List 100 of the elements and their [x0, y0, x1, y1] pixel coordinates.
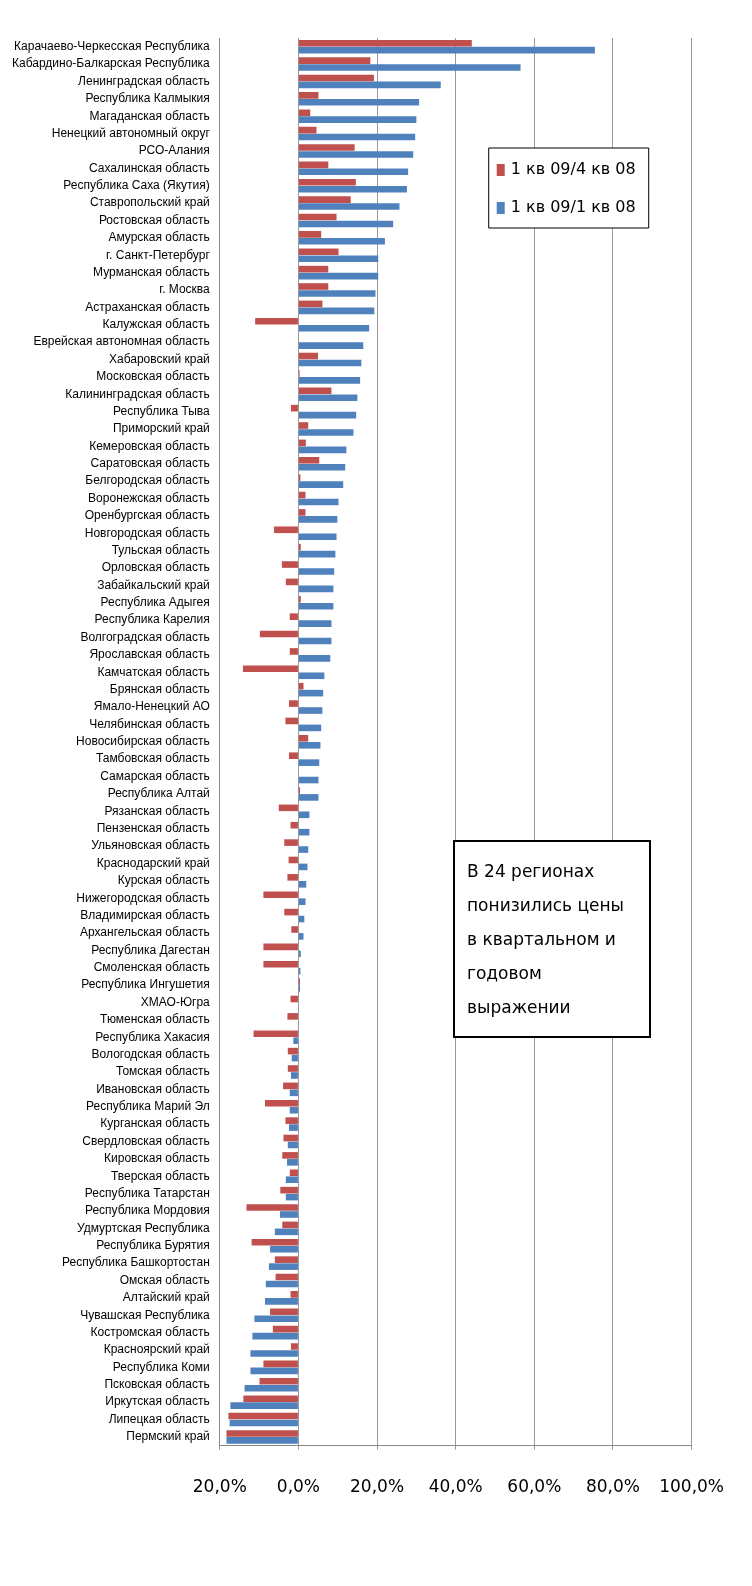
y-tick-label: Магаданская область [89, 108, 210, 123]
y-tick-label: Республика Башкортостан [62, 1255, 210, 1270]
y-tick-label: Ленинградская область [78, 73, 210, 88]
y-tick-label: Республика Тыва [113, 403, 211, 418]
bar [290, 1343, 298, 1350]
bar [243, 1395, 298, 1402]
y-tick-label: Удмуртская Республика [77, 1220, 211, 1235]
bar [298, 220, 394, 228]
bar [259, 630, 298, 638]
bar [298, 248, 339, 256]
y-tick-label: г. Санкт-Петербург [106, 247, 211, 262]
y-tick-label: Республика Ингушетия [81, 977, 210, 992]
bar [298, 933, 304, 940]
bar [298, 151, 414, 158]
bar [298, 178, 356, 186]
bar [272, 1325, 298, 1333]
bar [288, 752, 298, 759]
bar [298, 377, 361, 384]
y-tick-label: Оренбургская область [84, 508, 210, 523]
bar [298, 57, 371, 64]
bar [287, 1159, 298, 1166]
bar [298, 92, 319, 99]
y-tick-label: Республика Калмыкия [85, 91, 210, 106]
bar [298, 394, 358, 402]
y-tick-label: Ивановская область [96, 1081, 210, 1096]
bar [250, 1350, 298, 1357]
y-tick-label: Приморский край [112, 421, 210, 436]
bar [298, 185, 407, 193]
y-tick-label: г. Москва [159, 282, 211, 297]
bar [290, 821, 298, 829]
y-tick-label: Липецкая область [108, 1411, 210, 1426]
y-tick-label: Тверская область [110, 1168, 210, 1183]
bar [298, 602, 334, 610]
bar [290, 1072, 298, 1079]
bar [298, 655, 331, 662]
bar [298, 741, 321, 749]
bar [298, 133, 416, 141]
bar [298, 196, 351, 203]
bar [298, 99, 420, 106]
y-tick-label: Красноярский край [103, 1342, 210, 1357]
bar [228, 1412, 298, 1420]
bar [265, 1280, 298, 1288]
bar [298, 272, 379, 280]
bar [298, 238, 385, 245]
y-tick-label: Саратовская область [90, 456, 210, 471]
y-tick-label: Брянская область [109, 681, 210, 696]
bar [268, 1263, 298, 1270]
bar [298, 64, 521, 71]
x-tick-label: 20,0% [192, 1476, 247, 1497]
bar [298, 81, 441, 89]
bar [287, 1047, 298, 1055]
bar [287, 1013, 298, 1020]
y-tick-label: Республика Карелия [94, 612, 210, 627]
bar [283, 1134, 298, 1142]
bar [285, 1193, 298, 1201]
y-tick-label: Московская область [96, 369, 210, 384]
bar [298, 387, 332, 395]
bar [287, 1141, 298, 1149]
y-tick-label: Владимирская область [80, 907, 210, 922]
y-tick-label: Республика Татарстан [84, 1185, 210, 1200]
bar [298, 359, 362, 367]
bar [298, 74, 374, 82]
bar [246, 1204, 298, 1211]
y-tick-label: Пермский край [126, 1429, 210, 1444]
bar [288, 1124, 298, 1131]
bar [289, 1106, 298, 1114]
bar [298, 39, 472, 47]
bar [298, 290, 376, 297]
bar [298, 682, 304, 690]
bar [242, 665, 298, 673]
y-tick-label: Смоленская область [93, 960, 210, 975]
bar [298, 620, 332, 627]
bar [285, 578, 298, 586]
bar [298, 463, 346, 471]
bar [282, 1221, 298, 1229]
bar [298, 342, 364, 349]
y-tick-label: Алтайский край [122, 1290, 210, 1305]
y-tick-label: Псковская область [104, 1377, 210, 1392]
bar [282, 1152, 298, 1159]
bar [298, 109, 311, 117]
bar [298, 429, 354, 436]
y-tick-label: Республика Бурятия [96, 1238, 210, 1253]
bar [298, 168, 409, 176]
bar [255, 317, 298, 325]
x-tick-label: 0,0% [276, 1476, 321, 1497]
y-tick-label: Республика Марий Эл [85, 1099, 210, 1114]
text-box: В 24 регионах понизились цены в квартальном и годовом выражении [453, 840, 651, 1038]
y-tick-label: Амурская область [108, 230, 210, 245]
y-tick-label: Калужская область [102, 317, 210, 332]
bar [290, 1291, 298, 1298]
bar [226, 1437, 298, 1444]
bar [253, 1030, 298, 1038]
y-tick-label: Кемеровская область [89, 438, 210, 453]
x-tick-label: 60,0% [507, 1476, 562, 1497]
y-tick-label: Забайкальский край [97, 577, 210, 592]
y-tick-label: Республика Хакасия [95, 1029, 210, 1044]
bar [229, 1419, 298, 1427]
bar [293, 1037, 298, 1044]
bar [279, 1211, 298, 1218]
x-tick-label: 100,0% [659, 1476, 724, 1497]
